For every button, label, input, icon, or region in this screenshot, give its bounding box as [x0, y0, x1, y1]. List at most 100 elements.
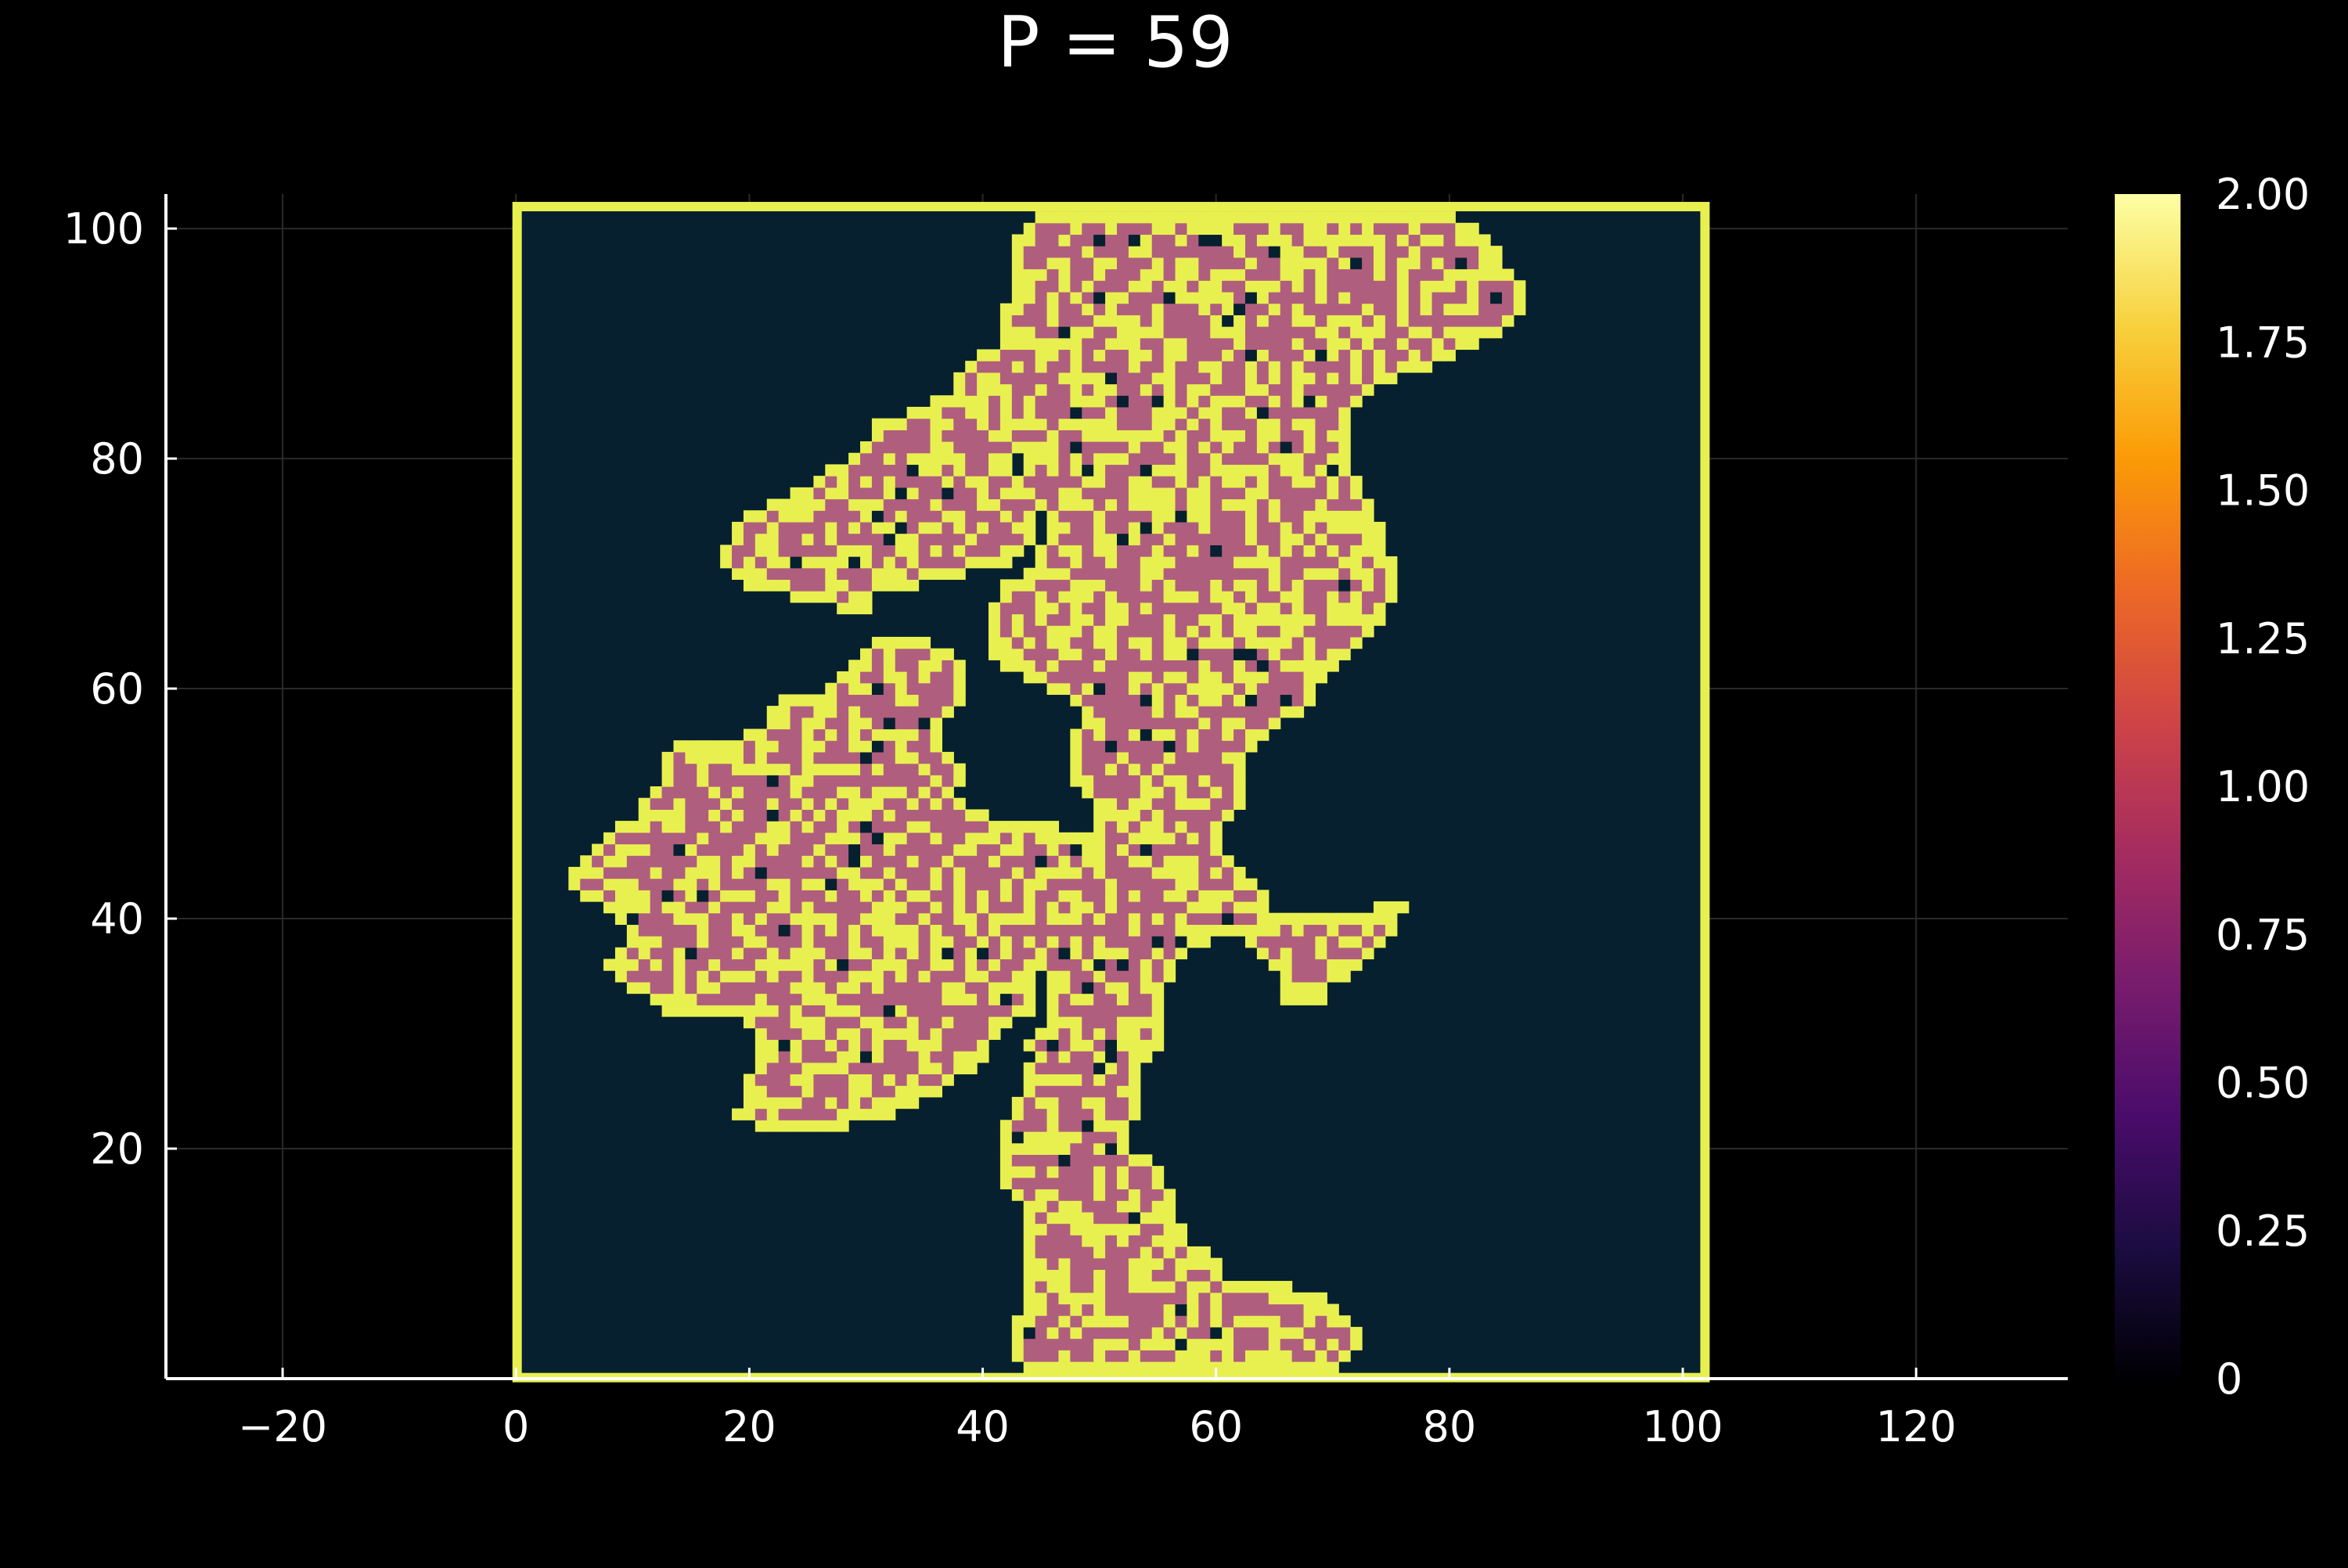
heatmap-cell: [1140, 1304, 1153, 1316]
heatmap-cell: [790, 1108, 803, 1120]
heatmap-cell: [1291, 510, 1305, 523]
heatmap-cell: [743, 1074, 756, 1086]
heatmap-cell: [837, 591, 849, 603]
heatmap-cell: [1105, 1027, 1118, 1040]
heatmap-cell: [1046, 1062, 1060, 1075]
heatmap-cell: [1303, 1304, 1316, 1316]
heatmap-cell: [1058, 498, 1071, 511]
heatmap-cell: [673, 843, 686, 856]
heatmap-cell: [1093, 1304, 1106, 1316]
heatmap-cell: [1082, 1257, 1094, 1270]
heatmap-cell: [1362, 211, 1374, 224]
heatmap-cell: [1385, 326, 1398, 339]
heatmap-cell: [883, 556, 896, 569]
heatmap-cell: [1175, 625, 1188, 638]
heatmap-cell: [1175, 1350, 1188, 1362]
heatmap-cell: [1362, 545, 1374, 557]
heatmap-cell: [1280, 361, 1293, 373]
heatmap-cell: [1128, 430, 1141, 442]
heatmap-cell: [1011, 878, 1025, 890]
heatmap-cell: [1233, 890, 1246, 902]
heatmap-cell: [743, 763, 756, 775]
heatmap-cell: [673, 775, 686, 787]
heatmap-cell: [977, 1051, 989, 1063]
heatmap-cell: [1082, 1051, 1094, 1063]
heatmap-cell: [801, 1108, 814, 1120]
heatmap-cell: [1175, 936, 1188, 948]
heatmap-cell: [801, 936, 814, 948]
heatmap-cell: [1478, 268, 1491, 281]
heatmap-cell: [1198, 740, 1211, 753]
heatmap-cell: [1058, 866, 1071, 879]
heatmap-cell: [1023, 579, 1036, 592]
heatmap-cell: [1058, 671, 1071, 684]
heatmap-cell: [1011, 1131, 1025, 1144]
heatmap-cell: [1187, 1326, 1199, 1340]
heatmap-cell: [1327, 406, 1339, 419]
heatmap-cell: [1093, 257, 1106, 270]
heatmap-cell: [720, 970, 733, 983]
heatmap-cell: [1082, 430, 1094, 442]
heatmap-cell: [603, 958, 616, 971]
heatmap-cell: [754, 878, 768, 890]
heatmap-cell: [1151, 671, 1165, 684]
heatmap-cell: [1315, 981, 1327, 994]
heatmap-cell: [1140, 1027, 1153, 1040]
heatmap-cell: [1222, 315, 1234, 327]
heatmap-cell: [1151, 786, 1165, 799]
heatmap-cell: [685, 970, 697, 983]
heatmap-cell: [1244, 521, 1258, 534]
heatmap-cell: [1128, 958, 1141, 971]
heatmap-cell: [1280, 1361, 1293, 1374]
heatmap-cell: [965, 970, 978, 983]
heatmap-cell: [1163, 625, 1176, 638]
heatmap-cell: [1117, 1326, 1129, 1340]
heatmap-cell: [1093, 1096, 1106, 1109]
heatmap-cell: [1105, 1326, 1118, 1340]
heatmap-cell: [1093, 383, 1106, 396]
heatmap-cell: [1256, 694, 1269, 707]
heatmap-cell: [1105, 797, 1118, 810]
heatmap-cell: [1151, 1326, 1165, 1340]
heatmap-cell: [1151, 775, 1165, 787]
heatmap-cell: [1233, 751, 1246, 764]
heatmap-cell: [1163, 958, 1176, 971]
heatmap-cell: [1093, 786, 1106, 799]
heatmap-cell: [1222, 786, 1234, 799]
heatmap-cell: [1256, 510, 1269, 523]
heatmap-cell: [743, 912, 756, 925]
heatmap-cell: [1128, 613, 1141, 626]
heatmap-cell: [1035, 890, 1048, 902]
heatmap-cell: [790, 740, 803, 753]
heatmap-cell: [1327, 372, 1339, 385]
heatmap-cell: [1082, 1189, 1094, 1201]
heatmap-cell: [860, 786, 873, 799]
heatmap-cell: [1198, 1338, 1211, 1350]
heatmap-cell: [1035, 1292, 1048, 1305]
heatmap-cell: [1046, 1361, 1060, 1374]
heatmap-cell: [883, 706, 896, 718]
heatmap-cell: [1163, 786, 1176, 799]
heatmap-cell: [1035, 1177, 1048, 1190]
heatmap-cell: [1151, 545, 1165, 557]
heatmap-cell: [1023, 521, 1036, 534]
heatmap-cell: [1128, 740, 1141, 753]
heatmap-cell: [1023, 901, 1036, 914]
heatmap-cell: [1093, 1051, 1106, 1063]
heatmap-cell: [1268, 579, 1281, 592]
heatmap-cell: [1187, 625, 1199, 638]
heatmap-cell: [1268, 947, 1281, 960]
heatmap-cell: [1362, 246, 1374, 258]
heatmap-cell: [1082, 936, 1094, 948]
heatmap-cell: [754, 890, 768, 902]
heatmap-cell: [1210, 361, 1223, 373]
heatmap-cell: [638, 890, 651, 902]
heatmap-cell: [638, 855, 651, 868]
heatmap-cell: [1011, 349, 1025, 361]
heatmap-cell: [1280, 682, 1293, 696]
heatmap-cell: [1163, 901, 1176, 914]
heatmap-cell: [895, 418, 908, 430]
heatmap-cell: [1093, 521, 1106, 534]
heatmap-cell: [1128, 579, 1141, 592]
heatmap-cell: [1175, 763, 1188, 775]
